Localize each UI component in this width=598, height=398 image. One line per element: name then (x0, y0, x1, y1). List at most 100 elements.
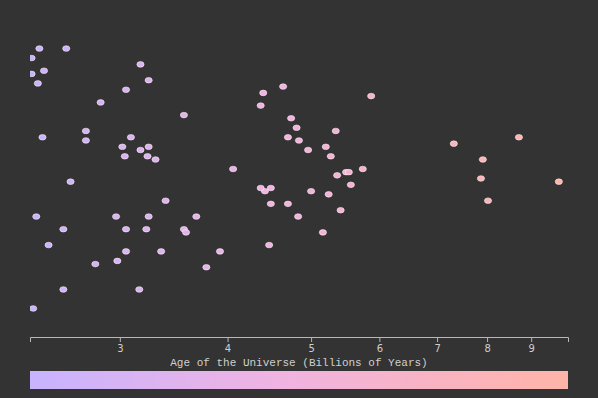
galaxy-point (368, 93, 375, 99)
galaxy-point (162, 198, 169, 204)
x-tick: 4 (225, 337, 231, 354)
x-tick-mark (437, 337, 438, 342)
galaxy-point (267, 185, 274, 191)
galaxy-point (479, 157, 486, 163)
galaxy-point (45, 242, 52, 248)
galaxy-point (450, 141, 457, 147)
x-tick-mark (487, 337, 488, 342)
galaxy-point (347, 182, 354, 188)
x-tick: 3 (117, 337, 123, 354)
x-tick-label: 3 (117, 343, 123, 354)
galaxy-point (337, 207, 344, 213)
galaxy-point (182, 230, 189, 236)
x-tick-label: 9 (528, 343, 534, 354)
galaxy-point (122, 87, 129, 93)
galaxy-point (40, 68, 47, 74)
x-tick-label: 6 (377, 343, 383, 354)
background (0, 0, 598, 398)
galaxy-point (92, 261, 99, 267)
galaxy-point (122, 249, 129, 255)
galaxy-point (284, 134, 291, 140)
galaxy-point (304, 147, 311, 153)
galaxy-point (30, 306, 37, 312)
galaxy-point (515, 134, 522, 140)
galaxy-point (152, 157, 159, 163)
chart-svg: 3 4 5 6 7 8 9 Age of the Universe (Billions of … (0, 0, 598, 398)
galaxy-point (327, 154, 334, 160)
galaxy-point (143, 226, 150, 232)
plot: 3 4 5 6 7 8 9 (28, 46, 569, 354)
chart-container: 3 4 5 6 7 8 9 Age of the Universe (Billions of … (0, 0, 598, 398)
galaxy-point (145, 214, 152, 220)
galaxy-point (122, 226, 129, 232)
galaxy-point (322, 144, 329, 150)
galaxy-point (145, 77, 152, 83)
x-tick-mark (228, 337, 229, 342)
galaxy-point (34, 81, 41, 87)
galaxy-point (144, 154, 151, 160)
galaxy-point (119, 144, 126, 150)
galaxy-point (30, 71, 35, 77)
galaxy-point (280, 84, 287, 90)
galaxy-point (230, 166, 237, 172)
x-axis-title: Age of the Universe (Billions of Years) (170, 357, 427, 369)
galaxy-point (325, 192, 332, 198)
galaxy-point (293, 125, 300, 131)
x-tick: 5 (308, 337, 314, 354)
galaxy-point (257, 103, 264, 109)
x-tick-label: 5 (308, 343, 314, 354)
x-tick: 7 (434, 337, 440, 354)
galaxy-point (319, 230, 326, 236)
galaxy-point (33, 214, 40, 220)
galaxy-point (216, 249, 223, 255)
galaxy-point (555, 179, 562, 185)
x-tick-mark (120, 337, 121, 342)
galaxy-point (60, 226, 67, 232)
galaxy-point (295, 138, 302, 144)
galaxy-point (359, 166, 366, 172)
galaxy-point (82, 138, 89, 144)
galaxy-point (82, 128, 89, 134)
x-tick-mark (531, 337, 532, 342)
galaxy-point (67, 179, 74, 185)
galaxy-point (284, 201, 291, 207)
galaxy-point (36, 46, 43, 52)
x-tick: 8 (484, 337, 490, 354)
x-tick: 9 (528, 337, 534, 354)
x-tick-label: 7 (434, 343, 440, 354)
galaxy-point (63, 46, 70, 52)
galaxy-point (121, 154, 128, 160)
galaxy-point (308, 188, 315, 194)
color-bar (30, 371, 568, 389)
galaxy-point (295, 214, 302, 220)
galaxy-point (193, 214, 200, 220)
galaxy-point (114, 258, 121, 264)
x-tick-label: 4 (225, 343, 231, 354)
galaxy-point (334, 173, 341, 179)
galaxy-point (158, 249, 165, 255)
galaxy-point (39, 134, 46, 140)
galaxy-point (203, 264, 210, 270)
galaxy-point (484, 198, 491, 204)
galaxy-point (332, 128, 339, 134)
galaxy-point (260, 90, 267, 96)
galaxy-point (267, 201, 274, 207)
galaxy-point (97, 100, 104, 106)
galaxy-point (180, 112, 187, 118)
x-tick-label: 8 (484, 343, 490, 354)
galaxy-point (127, 134, 134, 140)
galaxy-point (266, 242, 273, 248)
galaxy-point (30, 55, 35, 61)
x-tick: 6 (377, 337, 383, 354)
galaxy-point (257, 185, 264, 191)
x-axis: 3 4 5 6 7 8 9 (31, 337, 569, 354)
galaxy-point (137, 62, 144, 68)
galaxy-point (477, 176, 484, 182)
galaxy-point (137, 147, 144, 153)
galaxy-point (145, 144, 152, 150)
galaxy-point (288, 115, 295, 121)
galaxy-point (345, 169, 352, 175)
galaxy-point (136, 287, 143, 293)
x-tick-mark (379, 337, 380, 342)
galaxy-point (112, 214, 119, 220)
